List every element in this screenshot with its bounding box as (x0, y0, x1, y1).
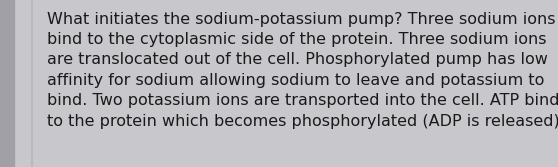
Bar (0, 0, 14, 167)
Text: What initiates the sodium-potassium pump? Three sodium ions
bind to the cytoplas: What initiates the sodium-potassium pump… (47, 12, 558, 129)
